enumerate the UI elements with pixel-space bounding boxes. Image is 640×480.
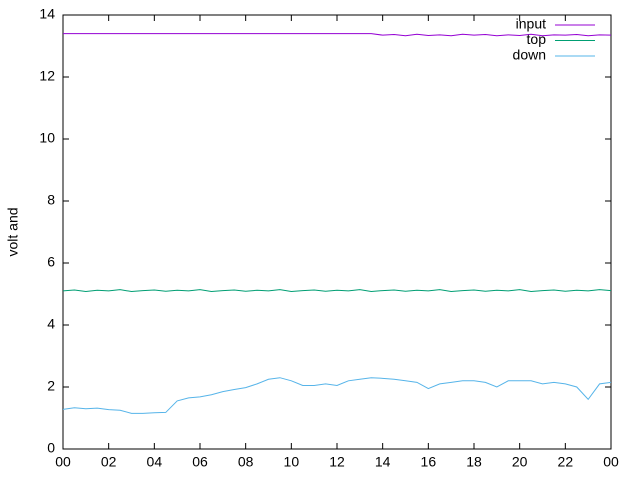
y-tick-label: 6 — [47, 254, 55, 270]
y-tick-label: 0 — [47, 440, 55, 456]
x-tick-label: 04 — [147, 454, 163, 470]
plot-border — [62, 14, 612, 450]
x-tick-label: 20 — [512, 454, 528, 470]
line-top — [62, 289, 612, 293]
x-tick-label: 18 — [466, 454, 482, 470]
x-tick-label: 06 — [192, 454, 208, 470]
y-tick-label: 14 — [39, 6, 55, 22]
y-tick-label: 4 — [47, 316, 55, 332]
x-tick-label: 16 — [421, 454, 437, 470]
y-tick-label: 10 — [39, 130, 55, 146]
line-input — [63, 33, 612, 37]
y-tick-label: 2 — [47, 378, 55, 394]
x-tick-label: 00 — [603, 454, 619, 470]
x-tick-label: 00 — [55, 454, 71, 470]
x-tick-label: 12 — [329, 454, 345, 470]
x-tick-label: 22 — [558, 454, 574, 470]
x-tick-label: 10 — [284, 454, 300, 470]
legend-label: top — [527, 31, 547, 47]
legend-label: input — [516, 16, 546, 32]
x-tick-label: 14 — [375, 454, 391, 470]
x-tick-label: 08 — [238, 454, 254, 470]
line-down — [62, 377, 612, 414]
legend-label: down — [513, 47, 546, 63]
y-axis-label: volt and — [5, 207, 21, 256]
y-tick-label: 12 — [39, 68, 55, 84]
x-tick-label: 02 — [101, 454, 117, 470]
y-tick-label: 8 — [47, 192, 55, 208]
